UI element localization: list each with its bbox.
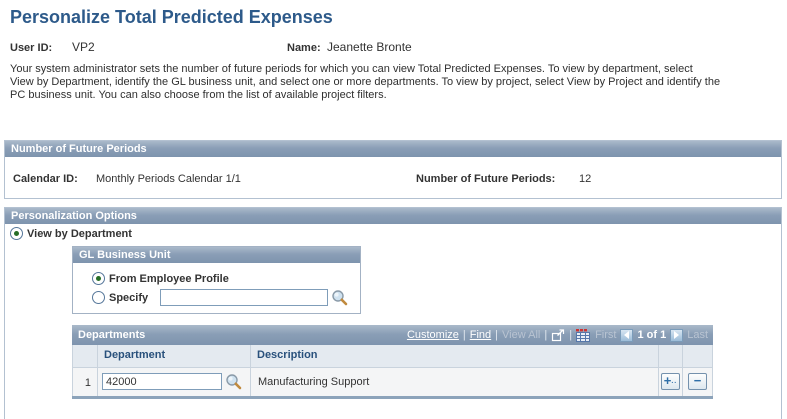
- first-page-link: First: [595, 329, 617, 341]
- department-cell: [98, 368, 251, 396]
- specify-lookup-icon[interactable]: [331, 289, 348, 306]
- add-row-button[interactable]: +..: [661, 373, 680, 390]
- name-value: Jeanette Bronte: [327, 40, 412, 54]
- instructions-line: Your system administrator sets the numbe…: [10, 63, 693, 75]
- remove-cell: −: [683, 368, 712, 396]
- toolbar-separator: |: [544, 329, 548, 341]
- toolbar-separator: |: [569, 329, 573, 341]
- row-number: 1: [84, 377, 91, 389]
- row-number-column-header: [73, 345, 98, 367]
- departments-grid-header: Departments Customize | Find | View All …: [72, 325, 713, 345]
- page-indicator: 1 of 1: [637, 329, 667, 341]
- gl-business-unit-header: GL Business Unit: [73, 247, 360, 263]
- num-future-periods-label: Number of Future Periods:: [416, 173, 556, 185]
- specify-label: Specify: [109, 292, 149, 304]
- from-employee-profile-label: From Employee Profile: [109, 273, 229, 285]
- remove-column-header: [683, 345, 712, 367]
- name-label: Name:: [287, 42, 321, 54]
- departments-grid: Department Description 1 Manufa: [72, 345, 713, 397]
- num-future-periods-value: 12: [579, 173, 592, 185]
- add-cell: +..: [659, 368, 683, 396]
- description-column-header: Description: [251, 345, 659, 367]
- instructions-line: PC business unit. You can also choose fr…: [10, 89, 387, 101]
- personalization-options-section-header: Personalization Options: [5, 208, 781, 224]
- toolbar-separator: |: [462, 329, 466, 341]
- customize-link[interactable]: Customize: [406, 329, 459, 341]
- departments-grid-title: Departments: [78, 329, 146, 341]
- remove-row-button[interactable]: −: [688, 373, 707, 390]
- find-link[interactable]: Find: [469, 329, 492, 341]
- next-page-icon[interactable]: [670, 328, 684, 342]
- plus-dots: ..: [671, 378, 678, 385]
- future-periods-section-header: Number of Future Periods: [5, 141, 781, 157]
- add-column-header: [659, 345, 683, 367]
- department-table-row: 1 Manufacturing Support +.. −: [73, 367, 712, 396]
- minus-icon: −: [693, 373, 702, 388]
- toolbar-separator: |: [495, 329, 499, 341]
- view-by-department-radio[interactable]: [10, 227, 23, 240]
- future-periods-section: Number of Future Periods Calendar ID: Mo…: [4, 140, 782, 199]
- row-number-cell: 1: [73, 368, 98, 396]
- specify-business-unit-input[interactable]: [160, 289, 328, 306]
- prev-page-icon[interactable]: [620, 328, 634, 342]
- description-cell: Manufacturing Support: [251, 368, 659, 396]
- page-title: Personalize Total Predicted Expenses: [10, 7, 333, 27]
- departments-grid-toolbar: Customize | Find | View All | |: [406, 328, 708, 342]
- department-lookup-icon[interactable]: [225, 373, 242, 390]
- last-page-link: Last: [687, 329, 708, 341]
- specify-radio[interactable]: [92, 291, 105, 304]
- description-value: Manufacturing Support: [258, 376, 370, 388]
- view-all-link: View All: [502, 329, 541, 341]
- instructions-line: View by Department, identify the GL busi…: [10, 76, 721, 88]
- grid-bottom-border: [72, 396, 713, 399]
- download-to-excel-icon[interactable]: [576, 328, 591, 342]
- plus-icon: +: [663, 373, 672, 388]
- user-id-label: User ID:: [10, 42, 53, 54]
- calendar-id-value: Monthly Periods Calendar 1/1: [96, 173, 241, 185]
- department-column-header: Department: [98, 345, 251, 367]
- user-id-value: VP2: [72, 40, 95, 54]
- department-input[interactable]: [102, 373, 222, 390]
- popup-window-icon[interactable]: [551, 328, 565, 342]
- departments-grid-header-row: Department Description: [73, 345, 712, 367]
- calendar-id-label: Calendar ID:: [13, 173, 78, 185]
- instructions-text: Your system administrator sets the numbe…: [10, 63, 750, 102]
- from-employee-profile-radio[interactable]: [92, 272, 105, 285]
- view-by-department-label: View by Department: [27, 228, 132, 240]
